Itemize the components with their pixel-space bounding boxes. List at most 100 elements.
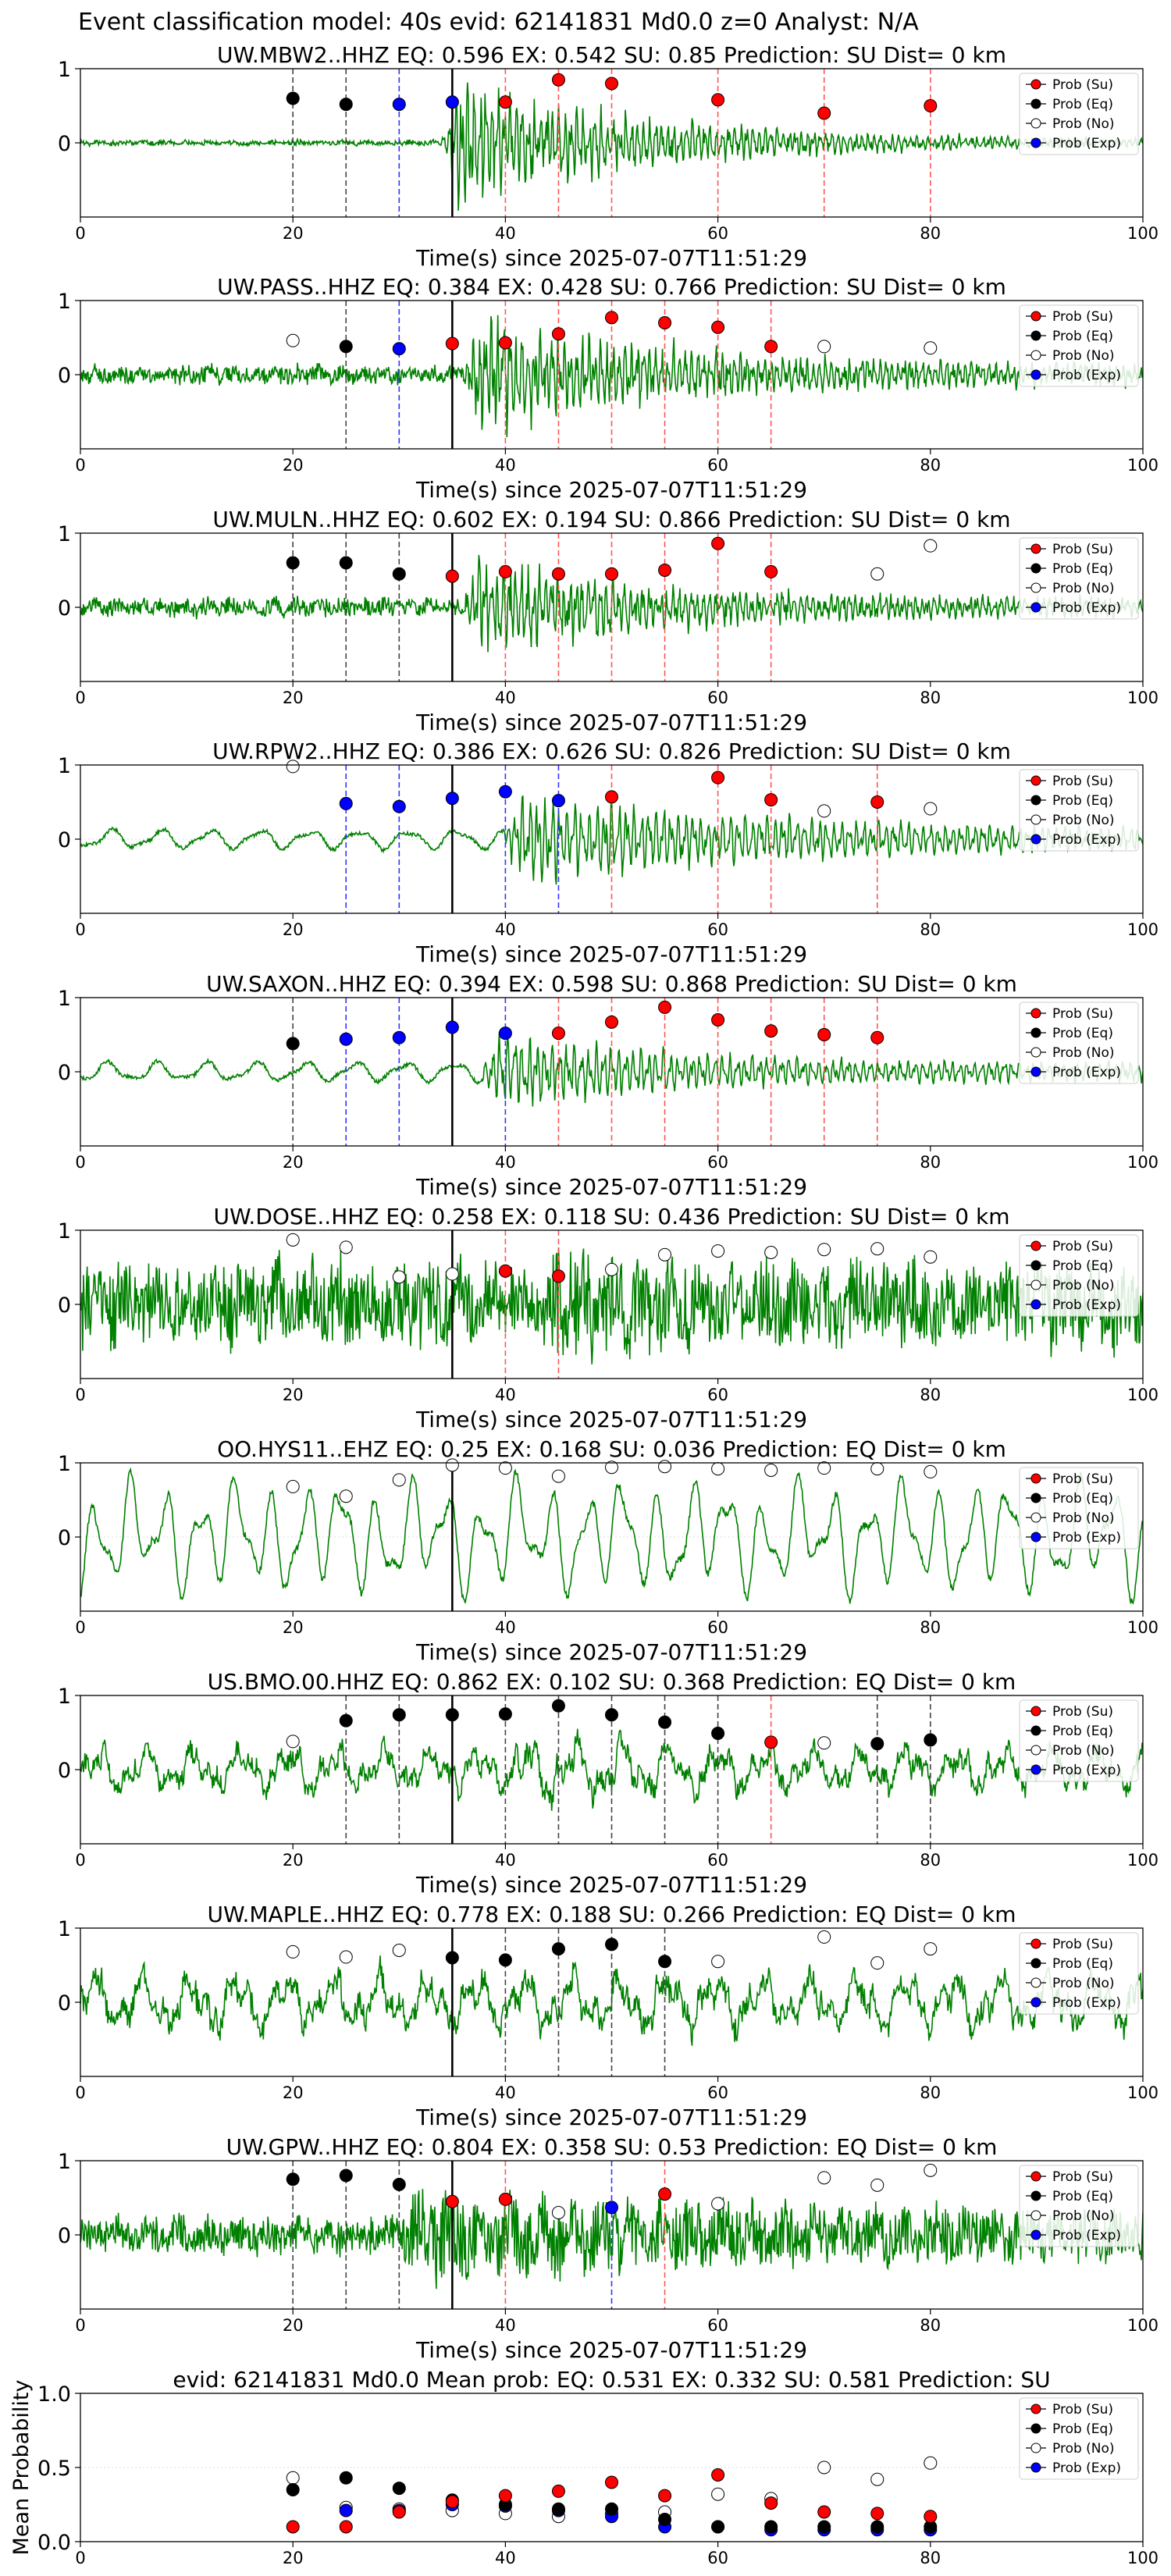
waveform-trace [80, 315, 1143, 438]
x-tick-label: 0 [75, 688, 85, 707]
point-su [764, 564, 778, 578]
legend-frame [1019, 2397, 1139, 2480]
x-tick-label: 100 [1127, 2083, 1159, 2102]
y-tick-label: 0 [58, 1293, 71, 1318]
point-no [870, 1242, 884, 1256]
x-tick-label: 0 [75, 1618, 85, 1637]
legend-marker-eq [1030, 2423, 1041, 2434]
legend-label-no: Prob (No) [1052, 116, 1115, 132]
panel-title: UW.DOSE..HHZ EQ: 0.258 EX: 0.118 SU: 0.4… [213, 1204, 1009, 1229]
x-tick-label: 80 [920, 1851, 941, 1870]
x-tick-label: 40 [495, 2083, 516, 2102]
point-no [658, 1247, 672, 1261]
point-su [605, 311, 618, 325]
legend-label-eq: Prob (Eq) [1052, 561, 1113, 577]
point-exp [498, 1026, 512, 1041]
point-eq [711, 1726, 725, 1740]
legend-label-su: Prob (Su) [1052, 1937, 1113, 1952]
legend-marker-no [1030, 814, 1041, 825]
point-no [870, 2178, 884, 2192]
legend-marker-no [1030, 1512, 1041, 1523]
point-exp [551, 794, 565, 808]
legend-label-no: Prob (No) [1052, 1976, 1115, 1991]
point-no [817, 340, 831, 354]
point-no [711, 2487, 725, 2501]
y-tick-label: 1.0 [37, 2382, 71, 2407]
legend-label-su: Prob (Su) [1052, 542, 1113, 557]
x-tick-label: 20 [283, 2083, 304, 2102]
legend-marker-su [1030, 311, 1041, 322]
point-su [605, 2475, 618, 2489]
legend-label-exp: Prob (Exp) [1052, 368, 1121, 383]
legend-marker-exp [1030, 602, 1041, 613]
point-su [605, 1015, 618, 1029]
x-tick-label: 80 [920, 1618, 941, 1637]
point-su [764, 793, 778, 807]
point-no [286, 1479, 300, 1493]
point-eq [551, 2502, 565, 2516]
x-tick-label: 100 [1127, 224, 1159, 243]
point-eq [392, 2482, 406, 2496]
point-eq [286, 91, 300, 105]
legend-marker-su [1030, 1008, 1041, 1019]
point-eq [339, 556, 353, 570]
y-tick-label: 1 [58, 58, 71, 82]
y-tick-label: 0 [58, 1526, 71, 1550]
x-tick-label: 80 [920, 456, 941, 475]
plot-area [80, 69, 1143, 217]
legend-label-no: Prob (No) [1052, 348, 1115, 364]
x-axis-label: Time(s) since 2025-07-07T11:51:29 [415, 245, 807, 271]
point-no [551, 2206, 565, 2219]
legend-marker-eq [1030, 330, 1041, 341]
legend-label-exp: Prob (Exp) [1052, 136, 1121, 151]
point-eq [551, 1942, 565, 1956]
point-eq [339, 2471, 353, 2485]
legend-frame [1019, 73, 1139, 155]
x-tick-label: 0 [75, 2083, 85, 2102]
point-eq [658, 1955, 672, 1969]
point-no [764, 1246, 778, 1259]
point-su [658, 564, 672, 577]
legend-marker-no [1030, 2210, 1041, 2221]
legend: Prob (Su) Prob (Eq) Prob (No) Prob (Exp) [1019, 2397, 1139, 2480]
legend: Prob (Su) Prob (Eq) Prob (No) Prob (Exp) [1019, 304, 1139, 387]
point-no [924, 2456, 938, 2470]
point-eq [392, 567, 406, 581]
point-exp [339, 2503, 353, 2517]
point-eq [498, 1953, 512, 1967]
point-exp [339, 796, 353, 810]
x-tick-label: 60 [707, 1153, 728, 1172]
point-su [658, 316, 672, 329]
point-su [551, 327, 565, 341]
panel-title: UW.PASS..HHZ EQ: 0.384 EX: 0.428 SU: 0.7… [217, 274, 1006, 300]
point-no [605, 1461, 618, 1475]
point-no [711, 1462, 725, 1476]
point-su [870, 2507, 884, 2521]
point-eq [286, 1037, 300, 1051]
legend-label-no: Prob (No) [1052, 2208, 1115, 2224]
point-no [605, 1262, 618, 1276]
x-tick-label: 100 [1127, 688, 1159, 707]
x-axis-label: Time(s) since 2025-07-07T11:51:29 [415, 710, 807, 735]
legend-label-su: Prob (Su) [1052, 774, 1113, 789]
legend-label-eq: Prob (Eq) [1052, 2189, 1113, 2204]
point-no [286, 1233, 300, 1247]
point-no [870, 567, 884, 581]
x-tick-label: 40 [495, 456, 516, 475]
point-su [658, 2187, 672, 2201]
x-tick-label: 20 [283, 2316, 304, 2335]
legend-frame [1019, 1467, 1139, 1550]
legend: Prob (Su) Prob (Eq) Prob (No) Prob (Exp) [1019, 1699, 1139, 1782]
x-tick-label: 60 [707, 1386, 728, 1404]
y-tick-label: 0 [58, 828, 71, 852]
y-tick-label: 1 [58, 1685, 71, 1709]
y-tick-label: 0 [58, 1759, 71, 1783]
point-no [392, 1270, 406, 1284]
legend-label-su: Prob (Su) [1052, 1471, 1113, 1487]
point-no [924, 539, 938, 553]
point-no [339, 1240, 353, 1254]
point-su [551, 73, 565, 87]
point-eq [339, 1713, 353, 1727]
legend-marker-su [1030, 775, 1041, 786]
legend-label-no: Prob (No) [1052, 813, 1115, 828]
